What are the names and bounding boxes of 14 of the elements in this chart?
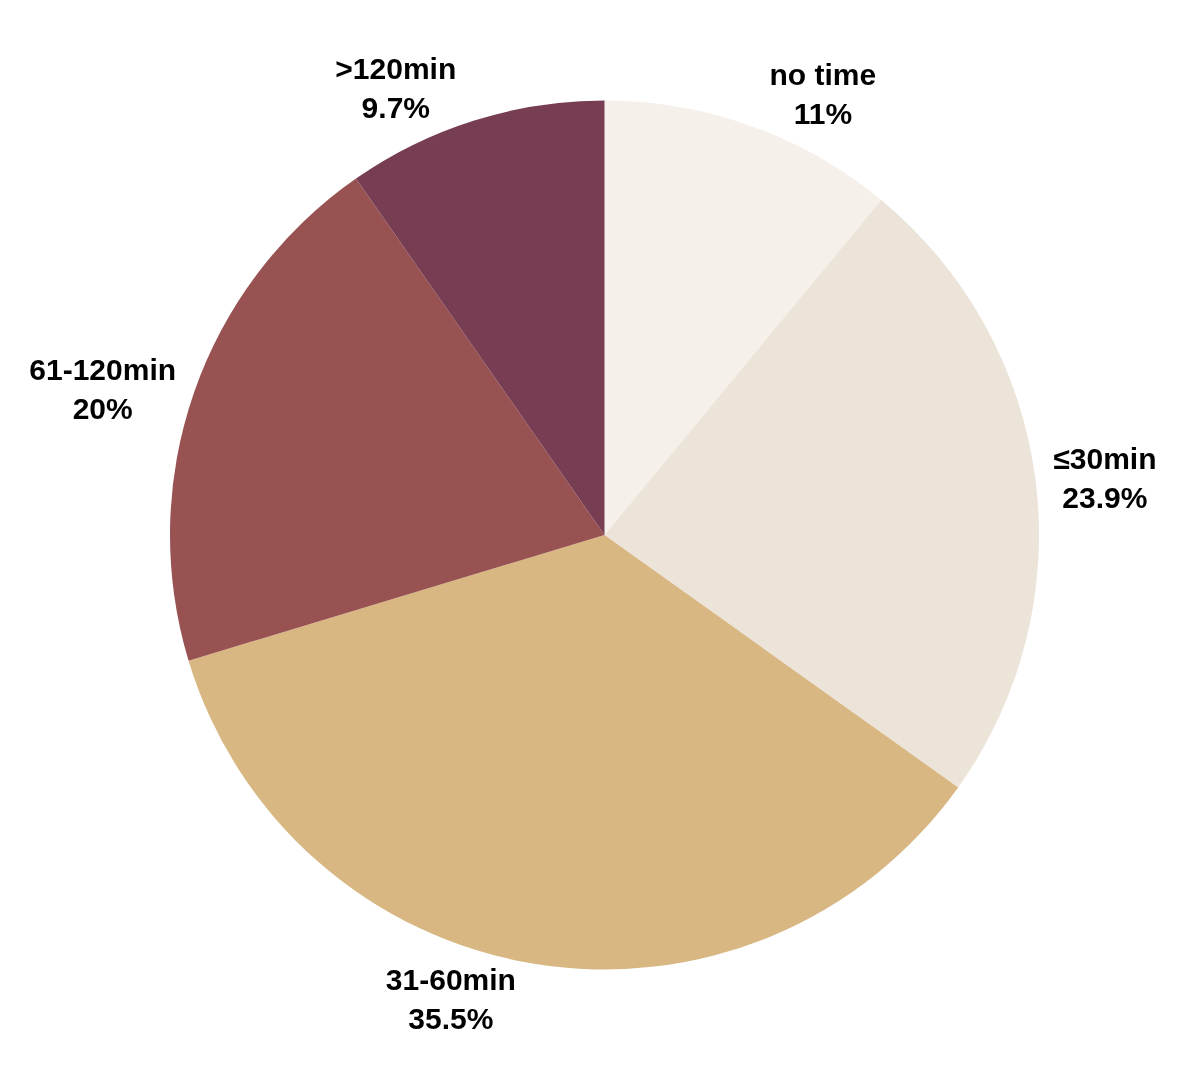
pie-slice — [188, 535, 959, 970]
slice-label: 31-60min — [385, 962, 516, 996]
slice-label: ≤30min — [1053, 441, 1157, 475]
pie-slice — [356, 100, 605, 535]
data-label: 35.5% — [408, 1001, 494, 1035]
data-label: 20% — [72, 391, 133, 425]
slice-label: 61-120min — [29, 352, 177, 386]
slice-label: no time — [769, 58, 877, 92]
pie-slice — [604, 100, 882, 535]
data-label: 11% — [793, 97, 853, 131]
slice-label: >120min — [335, 51, 457, 85]
pie-slice — [604, 200, 1039, 788]
data-label: 23.9% — [1062, 480, 1148, 514]
data-label: 9.7% — [361, 90, 430, 124]
